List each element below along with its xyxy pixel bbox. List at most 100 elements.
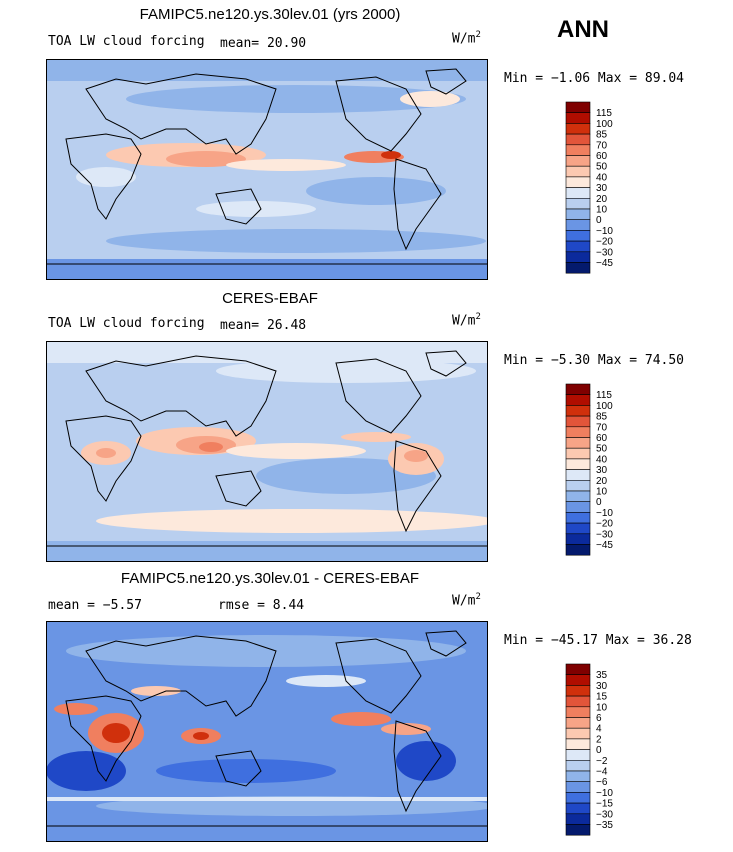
colorbar-swatch [565, 240, 591, 253]
colorbar-swatch [565, 133, 591, 146]
colorbar-tick-label: 35 [596, 670, 608, 681]
colorbar-tick-label: 70 [596, 422, 608, 433]
colorbar-tick-label: 60 [596, 151, 608, 162]
colorbar-tick-label: −35 [596, 820, 613, 831]
colorbar-tick-label: 6 [596, 713, 602, 724]
colorbar-tick-label: −45 [596, 540, 613, 551]
colorbar-swatch [565, 533, 591, 545]
colorbar-tick-label: −45 [596, 258, 613, 269]
panel-2-min-max: Min = −5.30 Max = 74.50 [504, 353, 685, 368]
panel-3-rmse: rmse = 8.44 [218, 598, 305, 613]
colorbar-tick-label: 60 [596, 433, 608, 444]
colorbar-swatch [565, 426, 591, 438]
panel-2-units: W/m2 [452, 312, 481, 328]
colorbar-swatch [565, 262, 591, 274]
colorbar-tick-label: −10 [596, 226, 613, 237]
colorbar-tick-label: −10 [596, 508, 613, 519]
colorbar-tick-label: 20 [596, 476, 608, 487]
colorbar-swatch [565, 155, 591, 167]
colorbar-swatch [565, 674, 591, 686]
colorbar-swatch [565, 522, 591, 535]
colorbar-swatch [565, 717, 591, 729]
colorbar-tick-label: 10 [596, 702, 608, 713]
colorbar-tick-label: −15 [596, 799, 613, 810]
colorbar-tick-label: 15 [596, 692, 608, 703]
colorbar-tick-label: 40 [596, 454, 608, 465]
colorbar-swatch [565, 187, 591, 199]
panel-3-map [46, 621, 488, 842]
colorbar-swatch [565, 469, 591, 481]
colorbar-swatch [565, 749, 591, 761]
colorbar-tick-label: 100 [596, 401, 613, 412]
colorbar-tick-label: 85 [596, 412, 608, 423]
colorbar-tick-label: −10 [596, 788, 613, 799]
colorbar-tick-label: 10 [596, 205, 608, 216]
colorbar-tick-label: 115 [596, 390, 612, 401]
colorbar-swatch [565, 490, 591, 502]
panel-2-units-exp: 2 [475, 312, 481, 322]
colorbar-swatch [565, 781, 591, 793]
colorbar-tick-label: −30 [596, 247, 613, 258]
colorbar-swatch [565, 437, 591, 449]
panel-1-units-text: W/m [452, 31, 476, 47]
colorbar-swatch [565, 383, 591, 395]
colorbar-swatch [565, 512, 591, 524]
panel-1-units: W/m2 [452, 30, 481, 46]
colorbar-swatch [565, 770, 591, 782]
colorbar-swatch [565, 198, 591, 210]
colorbar-tick-label: 0 [596, 215, 602, 226]
colorbar-tick-label: 30 [596, 465, 608, 476]
colorbar-swatch [565, 802, 591, 815]
panel-3-units-exp: 2 [475, 592, 481, 602]
colorbar-swatch [565, 101, 591, 113]
panel-3-mean: mean = −5.57 [48, 598, 142, 613]
panel-1-map [46, 59, 488, 280]
panel-2-title: CERES-EBAF [222, 290, 318, 307]
colorbar-swatch [565, 144, 591, 156]
colorbar-tick-label: −20 [596, 237, 613, 248]
colorbar-swatch [565, 480, 591, 492]
panel-2-map [46, 341, 488, 562]
colorbar-tick-label: −4 [596, 767, 608, 778]
panel-1-mean: mean= 20.90 [220, 36, 307, 51]
colorbar-swatch [565, 208, 591, 220]
panel-1-units-exp: 2 [475, 30, 481, 40]
colorbar-tick-label: −6 [596, 777, 608, 788]
panel-3-units-text: W/m [452, 593, 476, 609]
colorbar-swatch [565, 813, 591, 825]
colorbar-tick-label: 70 [596, 140, 608, 151]
panel-3-min-max: Min = −45.17 Max = 36.28 [504, 633, 692, 648]
colorbar-tick-label: −20 [596, 519, 613, 530]
colorbar-tick-label: −30 [596, 809, 613, 820]
colorbar-swatch [565, 824, 591, 836]
colorbar-swatch [565, 415, 591, 428]
colorbar-tick-label: 4 [596, 724, 602, 735]
colorbar-tick-label: 10 [596, 487, 608, 498]
colorbar-tick-label: 100 [596, 119, 613, 130]
panel-2-units-text: W/m [452, 313, 476, 329]
colorbar-tick-label: 85 [596, 130, 608, 141]
colorbar-tick-label: 20 [596, 194, 608, 205]
colorbar-swatch [565, 738, 591, 750]
colorbar-tick-label: 30 [596, 183, 608, 194]
colorbar-swatch [565, 458, 591, 470]
colorbar-tick-label: 40 [596, 172, 608, 183]
season-label: ANN [557, 16, 609, 43]
colorbar-swatch [565, 176, 591, 188]
colorbar-swatch [565, 394, 591, 406]
colorbar-swatch [565, 501, 591, 513]
colorbar-tick-label: 30 [596, 681, 608, 692]
colorbar-tick-label: 50 [596, 444, 608, 455]
colorbar-swatch [565, 706, 591, 718]
panel-1-field-label: TOA LW cloud forcing [48, 34, 205, 49]
colorbar-swatch [565, 792, 591, 804]
colorbar-swatch [565, 230, 591, 242]
panel-3-units: W/m2 [452, 592, 481, 608]
colorbar-swatch [565, 727, 591, 740]
colorbar-swatch [565, 447, 591, 460]
colorbar-tick-label: 50 [596, 162, 608, 173]
colorbar-tick-label: 2 [596, 734, 602, 745]
